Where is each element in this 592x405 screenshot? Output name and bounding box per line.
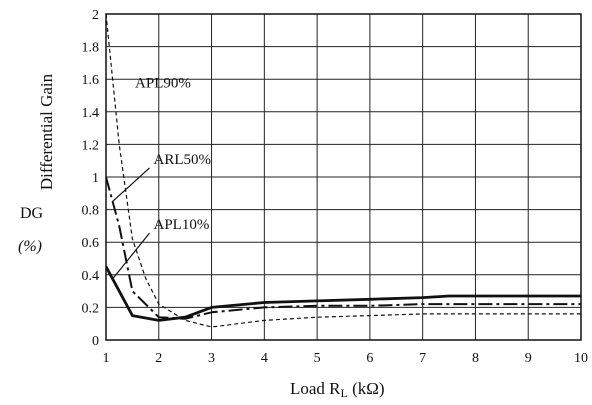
x-tick-label: 1 xyxy=(103,351,110,366)
annotation-label: ARL50% xyxy=(154,152,212,168)
annotation-label: APL90% xyxy=(135,75,191,91)
y-tick-label: 0 xyxy=(92,334,99,349)
y-tick-label: 0.6 xyxy=(82,236,100,251)
series-line-apl90 xyxy=(106,14,581,328)
y-tick-label: 1.6 xyxy=(82,73,100,88)
x-tick-label: 10 xyxy=(574,351,588,366)
y-axis-symbol: DG xyxy=(20,205,44,222)
series-line-arl50 xyxy=(106,176,581,320)
annotation-leader xyxy=(112,167,150,202)
x-tick-label: 2 xyxy=(155,351,162,366)
x-axis-label-main: Load R xyxy=(290,379,341,398)
x-tick-label: 8 xyxy=(472,351,479,366)
y-tick-label: 0.8 xyxy=(82,204,100,219)
annotation-leader xyxy=(112,232,150,280)
x-axis-label-subscript: L xyxy=(341,386,348,400)
x-tick-label: 7 xyxy=(419,351,426,366)
y-tick-label: 1.8 xyxy=(82,41,100,56)
annotation-layer: APL90% ARL50% APL10% xyxy=(112,75,212,280)
y-tick-label: 0.4 xyxy=(82,269,100,284)
annotation-label: APL10% xyxy=(154,217,210,233)
y-axis-unit: (%) xyxy=(18,238,42,255)
y-tick-label: 0.2 xyxy=(82,301,100,316)
y-tick-labels: 0 0.2 0.4 0.6 0.8 1 1.2 1.4 1.6 1.8 2 xyxy=(82,8,100,349)
y-tick-label: 1 xyxy=(92,171,99,186)
series-line-apl10 xyxy=(106,265,581,322)
x-axis-label: Load RL (kΩ) xyxy=(290,379,385,400)
series-layer xyxy=(106,14,581,328)
x-tick-label: 4 xyxy=(261,351,268,366)
x-tick-label: 3 xyxy=(208,351,215,366)
x-axis-label-unit: (kΩ) xyxy=(348,379,385,398)
y-tick-label: 2 xyxy=(92,8,99,23)
x-tick-labels: 1 2 3 4 5 6 7 8 9 10 xyxy=(103,351,589,366)
y-axis-label: Differential Gain xyxy=(37,73,56,190)
y-tick-label: 1.2 xyxy=(82,138,100,153)
y-tick-label: 1.4 xyxy=(82,106,100,121)
x-tick-label: 9 xyxy=(525,351,532,366)
grid xyxy=(105,13,582,341)
x-tick-label: 5 xyxy=(314,351,321,366)
x-tick-label: 6 xyxy=(366,351,373,366)
